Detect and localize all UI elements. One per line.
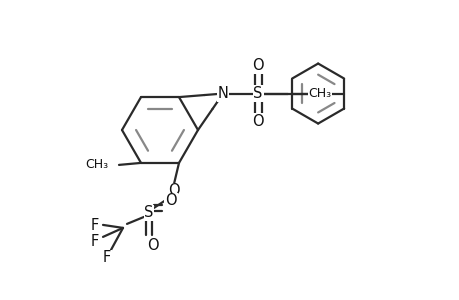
- Text: F: F: [91, 218, 99, 233]
- Text: S: S: [144, 206, 153, 220]
- Text: F: F: [91, 234, 99, 249]
- Text: F: F: [103, 250, 111, 266]
- Text: CH₃: CH₃: [85, 158, 108, 171]
- Text: O: O: [168, 183, 179, 198]
- Text: N: N: [217, 86, 228, 101]
- Text: O: O: [147, 238, 158, 253]
- Text: O: O: [165, 194, 176, 208]
- Text: CH₃: CH₃: [308, 87, 331, 100]
- Text: O: O: [252, 58, 263, 73]
- Text: O: O: [252, 114, 263, 129]
- Text: S: S: [253, 86, 262, 101]
